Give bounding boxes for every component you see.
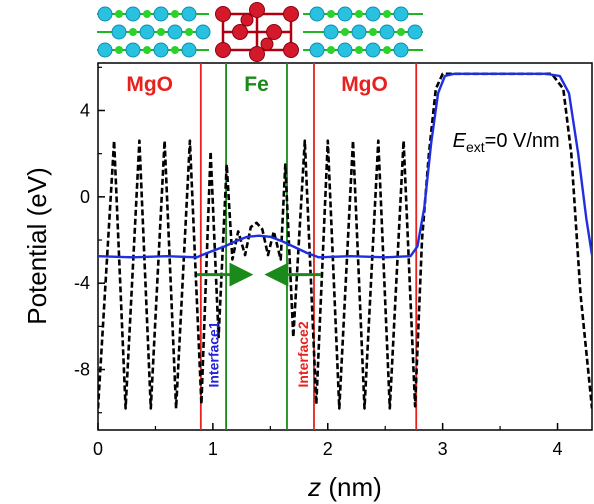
- x-tick-label: 4: [553, 439, 563, 459]
- averaged-potential-line: [98, 72, 592, 259]
- series-layer: [98, 72, 592, 410]
- field-label: Eext=0 V/nm: [453, 130, 560, 155]
- y-tick-label: -8: [74, 360, 90, 380]
- y-tick-label: 4: [80, 100, 90, 120]
- plot-frame: [97, 62, 593, 431]
- y-tick-label: -4: [74, 273, 90, 293]
- x-tick-label: 1: [208, 439, 218, 459]
- x-axis-label: z (nm): [307, 472, 382, 502]
- interface-label-2: Interface2: [295, 321, 311, 387]
- x-axis-label-var: z: [307, 472, 321, 502]
- x-axis-label-unit: (nm): [321, 472, 382, 502]
- x-tick-label: 2: [323, 439, 333, 459]
- x-tick-label: 0: [93, 439, 103, 459]
- y-axis-label: Potential (eV): [22, 167, 52, 325]
- field-label-e: E: [453, 130, 467, 152]
- field-label-sub: ext: [466, 139, 485, 155]
- crystal-structure-illustration: [97, 2, 423, 62]
- y-tick-label: 0: [80, 187, 90, 207]
- interface-label-1: Interface1: [206, 321, 222, 387]
- region-label-1: Fe: [244, 73, 269, 96]
- dashed-potential-line: [98, 72, 592, 410]
- field-label-value: =0 V/nm: [485, 130, 560, 152]
- region-label-2: MgO: [341, 73, 388, 96]
- axis-ticks: 0 1 2 3 4 4 0 -4 -8: [74, 66, 563, 459]
- annotations: MgO Fe MgO Interface1 Interface2 Eext=0 V/nm: [126, 73, 559, 388]
- region-label-0: MgO: [126, 73, 173, 96]
- x-tick-label: 3: [438, 439, 448, 459]
